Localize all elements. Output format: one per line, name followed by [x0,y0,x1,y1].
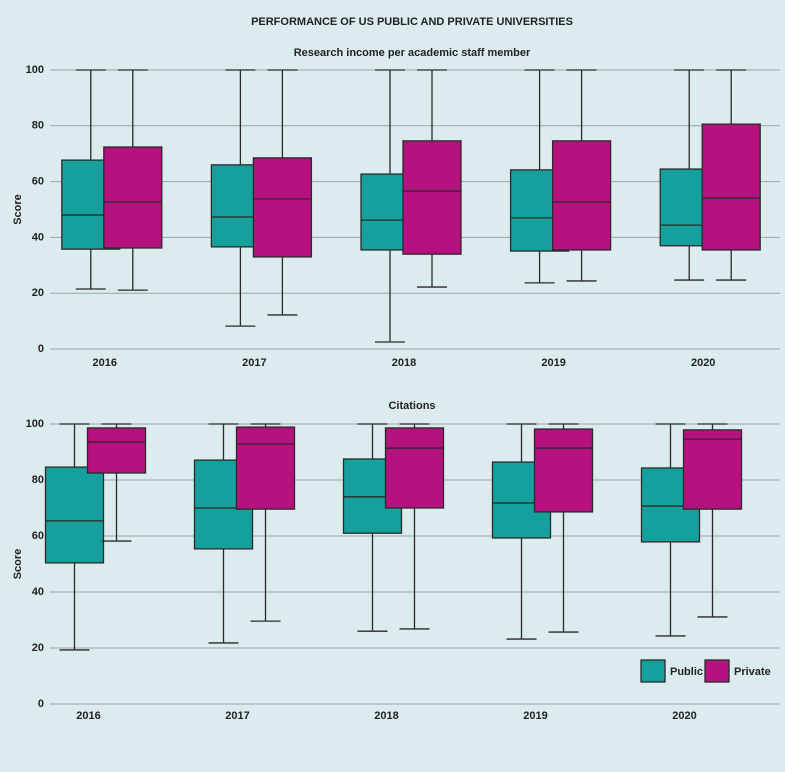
y-tick-label: 80 [32,474,44,486]
box [235,426,296,510]
box [533,428,594,513]
y-tick-label: 60 [32,530,44,542]
box [252,157,313,258]
legend-swatch [640,659,666,683]
y-tick-label: 0 [38,698,44,710]
y-tick-label: 80 [32,120,44,132]
legend-swatch [704,659,730,683]
box [86,427,147,474]
y-tick-label: 40 [32,586,44,598]
y-tick-label: 20 [32,287,44,299]
legend-label: Public [670,666,703,678]
legend-label: Private [734,666,771,678]
x-tick-label: 2020 [691,357,715,369]
x-tick-label: 2018 [374,710,398,722]
figure-title: PERFORMANCE OF US PUBLIC AND PRIVATE UNI… [251,16,573,28]
y-axis-label: Score [12,549,24,580]
chart-title: Research income per academic staff membe… [294,47,531,59]
y-axis-label: Score [12,194,24,225]
x-tick-label: 2018 [392,357,416,369]
x-tick-label: 2017 [242,357,266,369]
y-tick-label: 60 [32,176,44,188]
box [384,427,445,509]
x-tick-label: 2020 [672,710,696,722]
chart-title: Citations [388,400,435,412]
y-tick-label: 100 [26,418,44,430]
x-tick-label: 2017 [225,710,249,722]
x-tick-label: 2016 [76,710,100,722]
box [103,146,163,249]
box [551,140,612,251]
y-tick-label: 100 [26,64,44,76]
y-tick-label: 40 [32,231,44,243]
y-tick-label: 0 [38,343,44,355]
x-tick-label: 2019 [541,357,565,369]
box [44,466,105,564]
box [701,123,761,251]
box [402,140,462,255]
box [682,429,743,510]
y-tick-label: 20 [32,642,44,654]
x-tick-label: 2019 [523,710,547,722]
x-tick-label: 2016 [93,357,117,369]
